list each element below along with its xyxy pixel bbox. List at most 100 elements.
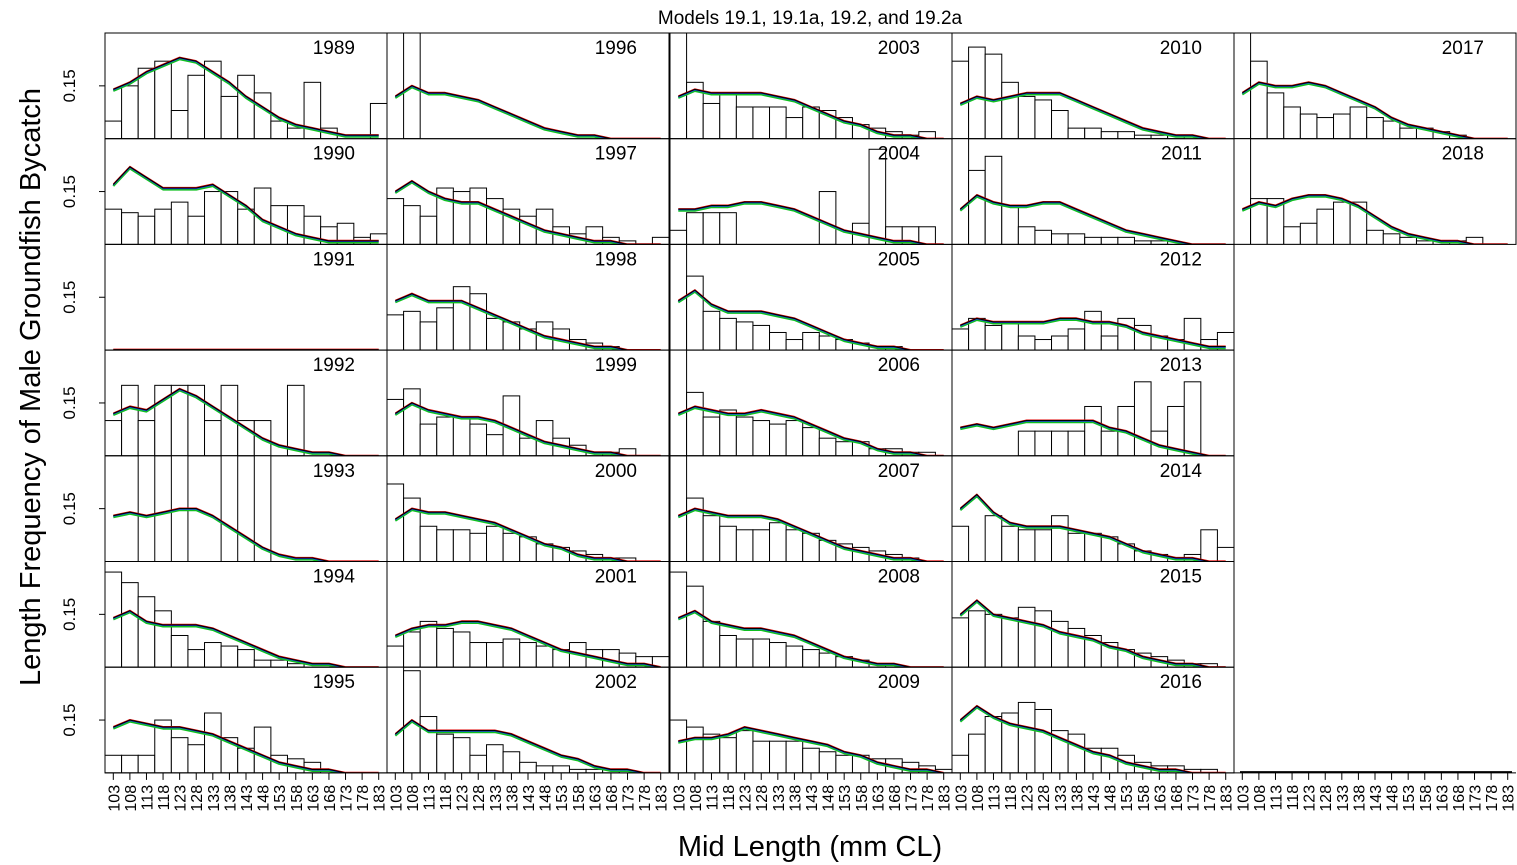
bar — [1017, 701, 1036, 773]
panel-year-label: 2007 — [878, 461, 920, 482]
fit-line — [113, 719, 379, 773]
x-tick-label: 178 — [1202, 785, 1219, 812]
fit-line — [394, 403, 626, 456]
x-tick-label: 173 — [1186, 785, 1203, 812]
bar — [735, 106, 754, 139]
x-tick-label: 123 — [173, 785, 190, 812]
bar — [1051, 335, 1069, 351]
bar — [387, 483, 405, 562]
bar — [121, 384, 139, 456]
bar — [1133, 134, 1152, 139]
x-tick-label: 113 — [1268, 785, 1285, 811]
fit-line — [959, 93, 1208, 139]
panel-2006: 2006 — [669, 349, 953, 457]
bar — [769, 423, 787, 456]
panel-2010: 2010 — [951, 32, 1235, 140]
bar — [818, 191, 837, 245]
fit-line — [394, 719, 661, 773]
panel-year-label: 2015 — [1160, 567, 1202, 588]
bar — [719, 409, 737, 456]
x-tick-label: 143 — [804, 785, 821, 812]
fit-line — [677, 509, 926, 562]
x-tick-label: 133 — [771, 785, 788, 812]
x-tick-label: 163 — [1152, 785, 1169, 812]
bar — [535, 765, 554, 773]
panel-2000: 2000 — [386, 455, 670, 562]
bar — [121, 85, 139, 139]
bar — [403, 631, 421, 668]
panel-2001: 2001 — [386, 561, 670, 668]
bar — [1100, 335, 1119, 351]
bar — [752, 529, 771, 562]
x-tick-label: 108 — [123, 785, 140, 812]
bar — [387, 198, 405, 245]
bar — [1017, 335, 1036, 351]
bar — [670, 33, 688, 139]
bar — [752, 740, 771, 773]
fit-line — [959, 495, 1208, 562]
fit-line — [394, 621, 659, 668]
x-tick-label: 103 — [953, 785, 970, 812]
panel-year-label: 2000 — [595, 461, 637, 482]
bar — [253, 92, 272, 139]
x-tick-label: 143 — [239, 785, 256, 812]
x-tick-label: 153 — [837, 785, 854, 812]
fit-line — [112, 611, 344, 668]
bar — [486, 525, 504, 562]
panel-content — [387, 286, 661, 351]
panel-1992: 1992 — [104, 349, 388, 457]
panel-2003: 2003 — [669, 32, 953, 140]
panel-border — [1233, 138, 1517, 245]
fit-line — [394, 294, 626, 351]
bar — [387, 314, 405, 351]
bar — [1034, 339, 1053, 351]
x-tick-label: 163 — [870, 785, 887, 812]
panel-content — [952, 138, 1226, 245]
fit-line — [1242, 81, 1508, 139]
bar — [686, 275, 704, 351]
fit-line — [112, 166, 379, 242]
fit-line — [678, 727, 942, 773]
x-tick-label: 173 — [339, 785, 356, 812]
bar — [1034, 708, 1053, 773]
bar — [968, 733, 986, 773]
panel-2007: 2007 — [669, 455, 953, 562]
bar — [818, 335, 837, 351]
bar — [452, 737, 471, 773]
bar — [818, 652, 837, 668]
bar — [137, 754, 156, 773]
bar — [1034, 610, 1053, 668]
bar — [387, 398, 405, 456]
bar — [436, 733, 454, 773]
bar — [1034, 430, 1053, 456]
fit-line — [960, 317, 1226, 348]
bar — [1084, 236, 1102, 245]
panel-year-label: 1999 — [595, 355, 637, 376]
bar — [1200, 529, 1218, 562]
bar — [1067, 733, 1086, 773]
bar — [1017, 529, 1036, 562]
x-tick-label: 128 — [471, 785, 488, 812]
bar — [802, 331, 820, 351]
x-tick-label: 103 — [106, 785, 123, 812]
panel-content — [1234, 33, 1508, 139]
bar — [1399, 236, 1417, 245]
bar — [1051, 620, 1069, 668]
panel-2002: 2002 — [386, 666, 670, 774]
bar — [1349, 106, 1368, 139]
x-tick-label: 183 — [1219, 785, 1236, 812]
bar — [469, 423, 488, 456]
fit-line — [960, 92, 1226, 139]
bar — [1382, 233, 1401, 245]
x-tick-label: 143 — [1086, 785, 1103, 812]
panel-2012: 2012 — [951, 243, 1235, 351]
bar — [137, 420, 156, 456]
bar — [1382, 120, 1401, 139]
bar — [502, 638, 521, 668]
y-tick-label: 0.15 — [60, 175, 79, 208]
bar — [785, 740, 804, 773]
fit-line — [678, 202, 926, 245]
bar — [1349, 201, 1368, 245]
bar — [1001, 617, 1019, 668]
panel-year-label: 1997 — [595, 144, 637, 165]
